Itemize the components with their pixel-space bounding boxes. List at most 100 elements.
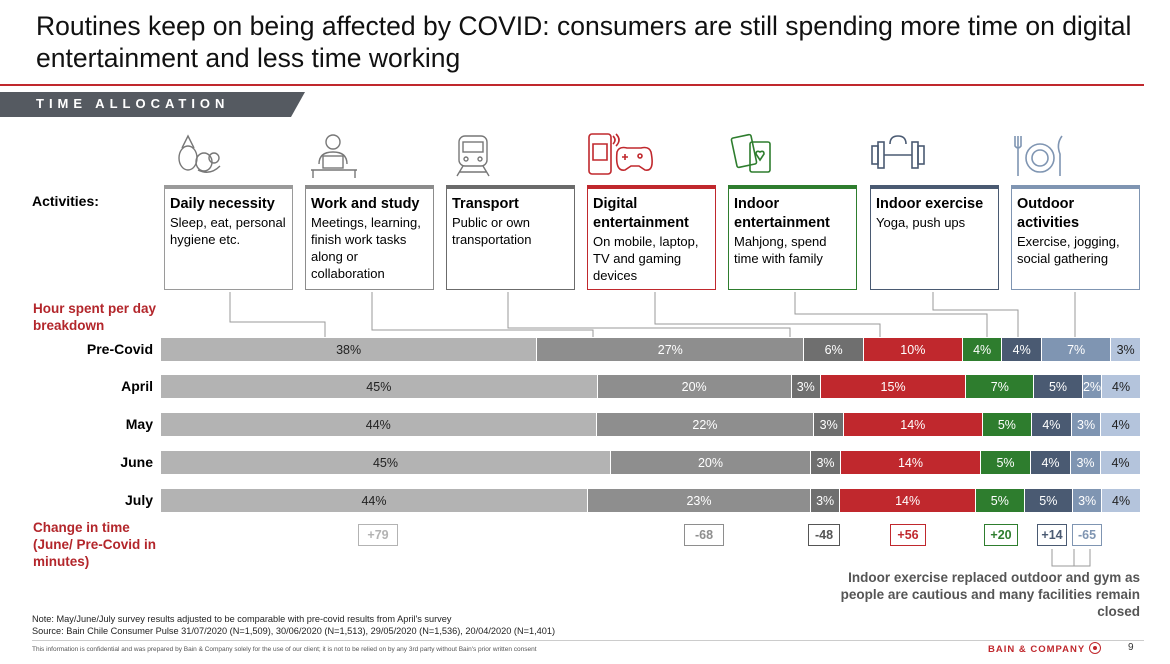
bar-segment: 7%	[966, 375, 1035, 398]
bar-segment: 5%	[1034, 375, 1083, 398]
bar-segment: 14%	[844, 413, 983, 436]
activity-title: Daily necessity	[170, 196, 275, 212]
activity-card-7: Outdoor activities Exercise, jogging, soc…	[1011, 185, 1140, 290]
bar-value-label: 4%	[1111, 417, 1130, 432]
phone-gamepad-icon	[585, 130, 653, 180]
bar-value-label: 3%	[819, 417, 838, 432]
bar-value-label: 4%	[973, 342, 992, 357]
bar-segment: 5%	[1024, 489, 1074, 512]
bar-value-label: 7%	[990, 379, 1009, 394]
bar-value-label: 3%	[1078, 493, 1097, 508]
bar-segment: 3%	[811, 489, 841, 512]
page-number: 9	[1128, 642, 1134, 653]
vegetables-icon	[168, 130, 228, 180]
activity-description: Yoga, push ups	[876, 215, 966, 230]
activity-description: Exercise, jogging, social gathering	[1017, 234, 1120, 266]
bar-segment: 22%	[596, 413, 815, 436]
bar-value-label: 5%	[996, 455, 1015, 470]
bar-segment: 20%	[611, 451, 811, 474]
bar-segment: 3%	[1071, 413, 1102, 436]
section-label: TIME ALLOCATION	[36, 96, 230, 111]
dumbbell-icon	[868, 130, 928, 180]
bar-value-label: 44%	[361, 493, 387, 508]
change-box: +20	[984, 524, 1018, 546]
change-box: +56	[890, 524, 926, 546]
bar-segment: 3%	[1071, 451, 1101, 474]
bar-value-label: 27%	[657, 342, 683, 357]
bar-segment: 4%	[1031, 451, 1071, 474]
bar-segment: 3%	[811, 451, 841, 474]
bar-value-label: 4%	[1041, 455, 1060, 470]
change-box: +79	[358, 524, 398, 546]
bar-value-label: 45%	[372, 455, 399, 470]
bar-value-label: 2%	[1082, 379, 1102, 394]
bar-value-label: 14%	[897, 455, 924, 470]
bar-segment: 45%	[161, 451, 611, 474]
activity-card-5: Indoor entertainment Mahjong, spend time …	[728, 185, 857, 290]
activity-title: Transport	[452, 196, 519, 212]
bar-value-label: 45%	[366, 379, 392, 394]
activity-title: Outdoor activities	[1017, 196, 1080, 231]
activity-card-6: Indoor exercise Yoga, push ups	[870, 185, 999, 290]
change-box: -48	[808, 524, 840, 546]
activity-description: Sleep, eat, personal hygiene etc.	[170, 215, 286, 247]
brand-logo: BAIN & COMPANY	[988, 642, 1102, 655]
bar-segment: 4%	[1101, 451, 1141, 474]
change-in-time-label: Change in time (June/ Pre-Covid in minut…	[33, 520, 157, 569]
bar-segment: 20%	[597, 375, 792, 398]
bar-segment: 4%	[1101, 413, 1141, 436]
bar-segment: 4%	[1102, 375, 1141, 398]
row-label: May	[125, 416, 153, 432]
bar-value-label: 3%	[1076, 455, 1095, 470]
activity-description: Mahjong, spend time with family	[734, 234, 827, 266]
activities-label: Activities:	[32, 193, 99, 209]
bar-segment: 5%	[976, 489, 1025, 512]
bar-value-label: 4%	[1112, 379, 1131, 394]
section-tab: TIME ALLOCATION	[0, 92, 305, 117]
bar-segment: 45%	[161, 375, 598, 398]
bar-segment: 2%	[1082, 375, 1103, 398]
bar-segment: 3%	[1111, 338, 1141, 361]
bar-segment: 5%	[981, 451, 1031, 474]
dining-icon	[1010, 130, 1070, 180]
bar-value-label: 14%	[900, 417, 926, 432]
bar-value-label: 4%	[1012, 342, 1031, 357]
bar-segment: 5%	[982, 413, 1033, 436]
bar-segment: 4%	[962, 338, 1003, 361]
page-title: Routines keep on being affected by COVID…	[36, 11, 1132, 73]
activity-title: Indoor entertainment	[734, 196, 830, 231]
callout-text: Indoor exercise replaced outdoor and gym…	[840, 570, 1140, 619]
bar-value-label: 14%	[895, 493, 921, 508]
bar-segment: 6%	[804, 338, 864, 361]
bar-segment: 4%	[1002, 338, 1042, 361]
train-icon	[445, 130, 505, 180]
footer-divider	[32, 640, 1144, 641]
bar-value-label: 44%	[365, 417, 391, 432]
activity-description: On mobile, laptop, TV and gaming devices	[593, 234, 699, 283]
bar-value-label: 20%	[697, 455, 724, 470]
bar-value-label: 7%	[1067, 342, 1086, 357]
bar-segment: 3%	[814, 413, 845, 436]
activity-card-2: Work and study Meetings, learning, finish…	[305, 185, 434, 290]
row-label: Pre-Covid	[86, 341, 153, 357]
activity-title: Digital entertainment	[593, 196, 689, 231]
bar-value-label: 20%	[681, 379, 707, 394]
hour-breakdown-label: Hour spent per day breakdown	[33, 301, 157, 333]
bar-segment: 10%	[863, 338, 963, 361]
bar-value-label: 5%	[1048, 379, 1068, 394]
bar-value-label: 4%	[1042, 417, 1061, 432]
activity-card-1: Daily necessity Sleep, eat, personal hygi…	[164, 185, 293, 290]
activity-card-4: Digital entertainment On mobile, laptop, …	[587, 185, 716, 290]
bar-segment: 4%	[1032, 413, 1072, 436]
bar-value-label: 6%	[824, 342, 843, 357]
footnote: Note: May/June/July survey results adjus…	[32, 613, 555, 637]
activity-title: Work and study	[311, 196, 420, 212]
bar-value-label: 3%	[816, 493, 835, 508]
bar-segment: 7%	[1042, 338, 1112, 361]
bar-segment: 15%	[820, 375, 967, 398]
change-box: -65	[1072, 524, 1102, 546]
bar-segment: 44%	[161, 413, 597, 436]
change-box: -68	[684, 524, 724, 546]
confidential-text: This information is confidential and was…	[32, 646, 537, 653]
row-label: July	[124, 492, 153, 508]
